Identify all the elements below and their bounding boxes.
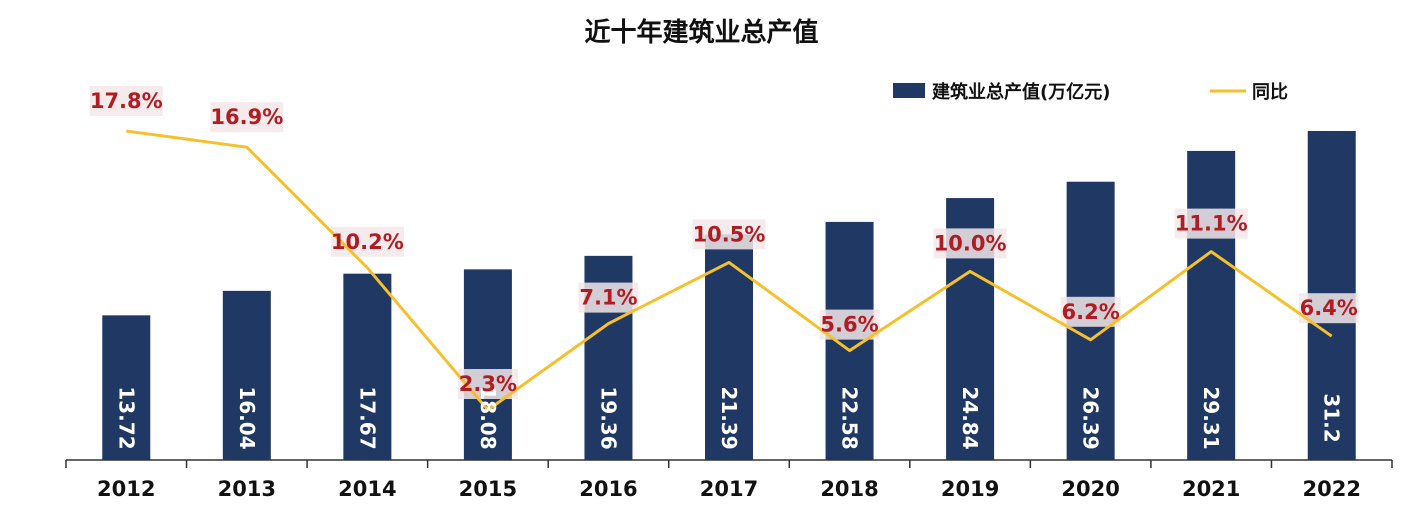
pct-value-label: 6.4% [1300, 296, 1358, 320]
pct-label-bg [89, 86, 163, 116]
x-tick-label: 2017 [700, 477, 758, 501]
x-tick-label: 2018 [820, 477, 878, 501]
pct-value-label: 7.1% [579, 286, 637, 310]
pct-value-label: 10.0% [934, 231, 1007, 255]
yoy-line [126, 129, 1333, 412]
bar-value-label: 26.39 [1079, 386, 1103, 449]
legend-line-label: 同比 [1252, 82, 1288, 103]
pct-value-labels: 17.8% 16.9% 10.2% 2.3% 7.1% 10.5% 5.6% 10.0% 6.2… [90, 89, 1358, 396]
bar-value-label: 24.84 [958, 386, 982, 449]
bar-2015 [463, 269, 512, 460]
legend-bar-swatch [893, 83, 925, 98]
x-tick-label: 2012 [97, 477, 155, 501]
pct-label-bg [933, 228, 1007, 259]
bar-value-label: 31.2 [1320, 393, 1344, 442]
x-tick-label: 2021 [1182, 477, 1240, 501]
bar-value-label: 22.58 [838, 386, 862, 449]
x-tick-label: 2020 [1061, 477, 1119, 501]
x-tick-label: 2013 [218, 477, 276, 501]
pct-value-label: 10.5% [693, 222, 766, 246]
legend: 建筑业总产值(万亿元) 同比 [893, 81, 1288, 103]
x-tick-label: 2014 [338, 477, 396, 501]
pct-label-bg [1060, 296, 1121, 327]
bar-series [102, 131, 1356, 461]
pct-label-backgrounds [89, 86, 1359, 399]
bar-value-label: 19.36 [596, 386, 620, 449]
bar-2014 [343, 273, 392, 460]
pct-value-label: 5.6% [820, 313, 878, 337]
pct-value-label: 10.2% [331, 230, 404, 254]
bar-value-label: 16.04 [235, 386, 259, 449]
bar-value-label: 13.72 [114, 386, 138, 449]
pct-label-bg [1174, 208, 1248, 239]
x-tick-label: 2015 [459, 477, 517, 501]
x-tick-label: 2019 [941, 477, 999, 501]
bar-2012 [102, 315, 151, 460]
x-tick-label: 2016 [579, 477, 637, 501]
bar-2013 [222, 290, 271, 460]
yoy-line-series [126, 129, 1333, 412]
pct-value-label: 11.1% [1175, 212, 1248, 236]
pct-label-bg [210, 102, 284, 133]
legend-bar-label: 建筑业总产值(万亿元) [932, 81, 1110, 103]
pct-value-label: 17.8% [90, 89, 163, 113]
bar-value-label: 21.39 [717, 386, 741, 449]
bar-value-label: 18.08 [476, 386, 500, 449]
pct-value-label: 6.2% [1062, 300, 1120, 324]
x-axis: 2012 2013 2014 2015 2016 2017 2018 2019 2020 2021… [65, 459, 1393, 501]
pct-label-bg [1298, 293, 1359, 324]
pct-label-bg [578, 282, 639, 313]
pct-label-bg [692, 219, 766, 250]
bar-value-labels: 13.72 16.04 17.67 18.08 19.36 21.39 22.58 24.84… [114, 386, 1343, 449]
pct-value-label: 2.3% [459, 372, 517, 396]
pct-value-label: 16.9% [210, 105, 283, 129]
chart-title: 近十年建筑业总产值 [584, 18, 819, 48]
bar-value-label: 17.67 [355, 386, 379, 449]
x-tick-label: 2022 [1303, 477, 1361, 501]
bar-value-label: 29.31 [1199, 386, 1223, 449]
bar-2021 [1187, 150, 1236, 460]
